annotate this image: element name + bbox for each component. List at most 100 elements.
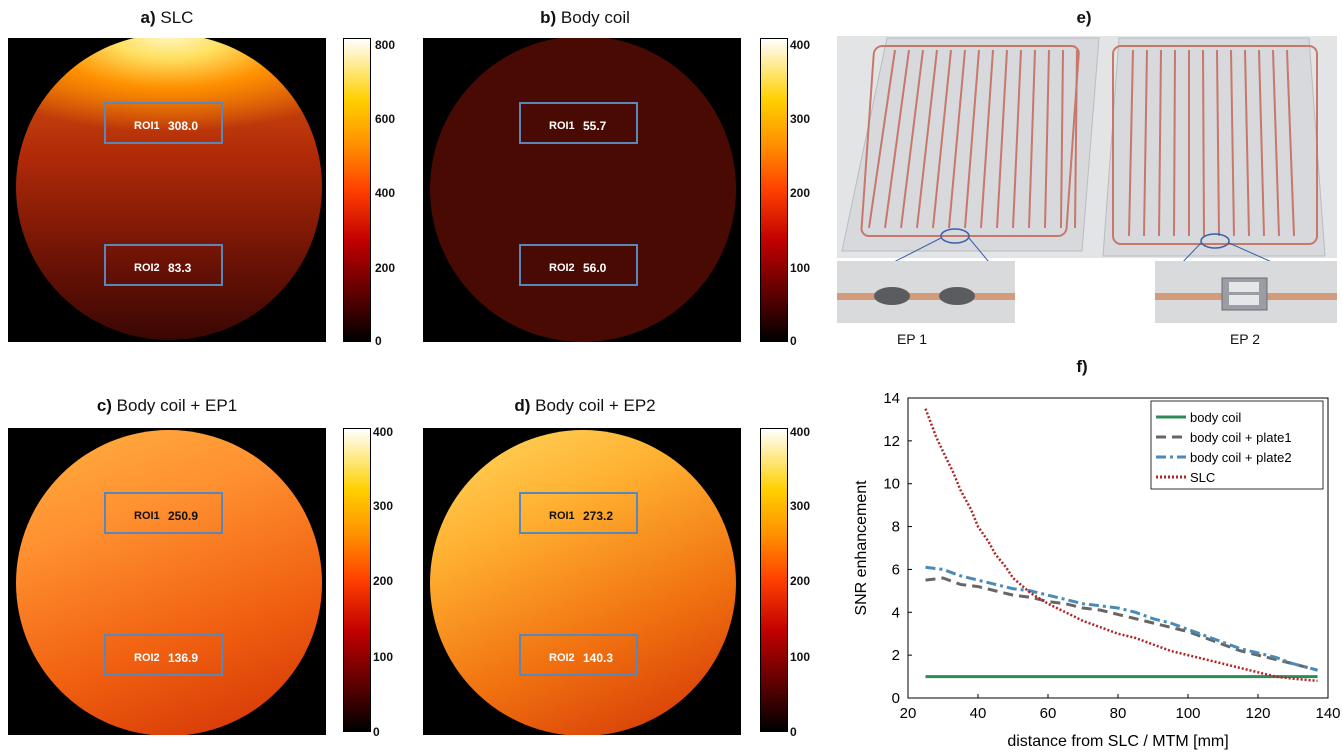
roi2-label: ROI2 <box>549 652 575 664</box>
cbar-tick: 400 <box>790 425 811 439</box>
roi1-label: ROI1 <box>134 510 160 522</box>
panel-a-roi2: ROI2 83.3 <box>104 244 223 286</box>
x-tick-label: 20 <box>900 705 917 722</box>
x-tick-label: 120 <box>1245 705 1270 722</box>
roi2-value: 83.3 <box>168 261 192 275</box>
panel-c-snr-map: ROI1 250.9 ROI2 136.9 <box>8 428 326 735</box>
cbar-tick: 600 <box>375 112 396 126</box>
panel-d-roi1: ROI1 273.2 <box>519 492 638 534</box>
cbar-tick: 100 <box>790 650 811 664</box>
panel-e-photo <box>837 36 1337 326</box>
cbar-tick: 200 <box>373 574 394 588</box>
y-tick-label: 8 <box>892 519 900 536</box>
roi1-label: ROI1 <box>134 120 160 132</box>
ep1-copper-strips <box>860 45 1080 237</box>
cbar-tick: 400 <box>790 38 811 52</box>
panel-a-snr-map: ROI1 308.0 ROI2 83.3 <box>8 38 326 342</box>
ep1-zoom-inset <box>837 261 1015 323</box>
ep2-plate <box>1102 37 1326 257</box>
panel-d-name: Body coil + EP2 <box>535 396 656 415</box>
roi2-label: ROI2 <box>134 262 160 274</box>
y-tick-label: 12 <box>883 433 900 450</box>
x-tick-label: 140 <box>1315 705 1340 722</box>
cbar-tick: 100 <box>790 261 811 275</box>
cbar-tick: 0 <box>373 725 380 739</box>
ep1-plate <box>841 37 1100 252</box>
panel-c-colorbar <box>343 428 371 732</box>
x-tick-label: 40 <box>970 705 987 722</box>
panel-c-name: Body coil + EP1 <box>116 396 238 415</box>
panel-c-title: c) Body coil + EP1 <box>97 396 237 416</box>
panel-b-colorbar <box>760 38 788 342</box>
panel-b-name: Body coil <box>560 8 630 27</box>
roi1-label: ROI1 <box>549 120 575 132</box>
legend-label: body coil + plate2 <box>1190 450 1292 465</box>
roi1-value: 250.9 <box>168 509 199 523</box>
snr-enhancement-chart: 20 40 60 80 100 120 140 0 2 4 6 8 10 12 14 distance f… <box>853 390 1340 750</box>
panel-a-name: SLC <box>160 8 194 27</box>
legend: body coil body coil + plate1 body coil + p… <box>1150 400 1324 490</box>
x-tick-label: 80 <box>1110 705 1127 722</box>
y-tick-label: 6 <box>892 561 900 578</box>
roi2-value: 136.9 <box>168 651 199 665</box>
cbar-tick: 300 <box>373 499 394 513</box>
panel-b-roi1: ROI1 55.7 <box>519 102 638 144</box>
y-tick-label: 2 <box>892 647 900 664</box>
ep2-zoom-inset <box>1155 261 1337 323</box>
cbar-tick: 200 <box>790 574 811 588</box>
cbar-tick: 200 <box>790 186 811 200</box>
legend-label: body coil <box>1190 410 1241 425</box>
series-line-2 <box>925 565 1318 672</box>
panel-b-letter: b) <box>540 8 557 27</box>
panel-c-letter: c) <box>96 396 112 415</box>
panel-f-letter: f) <box>1076 357 1088 376</box>
cbar-tick: 400 <box>375 186 396 200</box>
y-axis-label: SNR enhancement <box>853 480 870 616</box>
panel-e-title: e) <box>1076 8 1091 28</box>
cbar-tick: 300 <box>790 112 811 126</box>
roi2-value: 56.0 <box>583 261 607 275</box>
ep2-caption: EP 2 <box>1229 331 1261 347</box>
x-tick-label: 60 <box>1040 705 1057 722</box>
series-line-1 <box>925 576 1318 672</box>
cbar-tick: 300 <box>790 499 811 513</box>
panel-d-snr-map: ROI1 273.2 ROI2 140.3 <box>423 428 741 735</box>
y-tick-label: 4 <box>892 604 900 621</box>
cbar-tick: 0 <box>790 725 797 739</box>
ep1-caption: EP 1 <box>896 331 928 347</box>
panel-e-letter: e) <box>1076 8 1092 27</box>
y-tick-label: 0 <box>892 690 900 707</box>
panel-c-roi1: ROI1 250.9 <box>104 492 223 534</box>
cbar-tick: 0 <box>375 334 382 348</box>
panel-a-colorbar <box>343 38 371 342</box>
y-tick-label: 14 <box>883 390 900 407</box>
panel-f-title: f) <box>1076 357 1087 377</box>
panel-b-roi2: ROI2 56.0 <box>519 244 638 286</box>
panel-a-title: a) SLC <box>141 8 194 28</box>
panel-d-title: d) Body coil + EP2 <box>514 396 655 416</box>
panel-a-roi1: ROI1 308.0 <box>104 102 223 144</box>
cbar-tick: 100 <box>373 650 394 664</box>
panel-b-phantom <box>430 38 736 342</box>
legend-label: body coil + plate1 <box>1190 430 1292 445</box>
panel-c-phantom <box>16 430 322 735</box>
panel-b-title: b) Body coil <box>540 8 630 28</box>
panel-d-colorbar <box>760 428 788 732</box>
panel-a-letter: a) <box>140 8 156 27</box>
roi1-value: 308.0 <box>168 119 199 133</box>
ep1-callout-circle <box>940 228 970 244</box>
roi2-label: ROI2 <box>549 262 575 274</box>
x-axis-label: distance from SLC / MTM [mm] <box>1007 733 1228 750</box>
y-axis-ticks: 0 2 4 6 8 10 12 14 <box>883 390 912 707</box>
ep2-copper-strips <box>1112 45 1318 245</box>
roi1-value: 273.2 <box>583 509 614 523</box>
panel-b-snr-map: ROI1 55.7 ROI2 56.0 <box>423 38 741 342</box>
roi2-value: 140.3 <box>583 651 614 665</box>
panel-c-roi2: ROI2 136.9 <box>104 634 223 676</box>
panel-d-phantom <box>430 430 736 735</box>
legend-label: SLC <box>1190 470 1215 485</box>
y-tick-label: 10 <box>883 476 900 493</box>
roi1-label: ROI1 <box>549 510 575 522</box>
cbar-tick: 400 <box>373 425 394 439</box>
cbar-tick: 200 <box>375 261 396 275</box>
